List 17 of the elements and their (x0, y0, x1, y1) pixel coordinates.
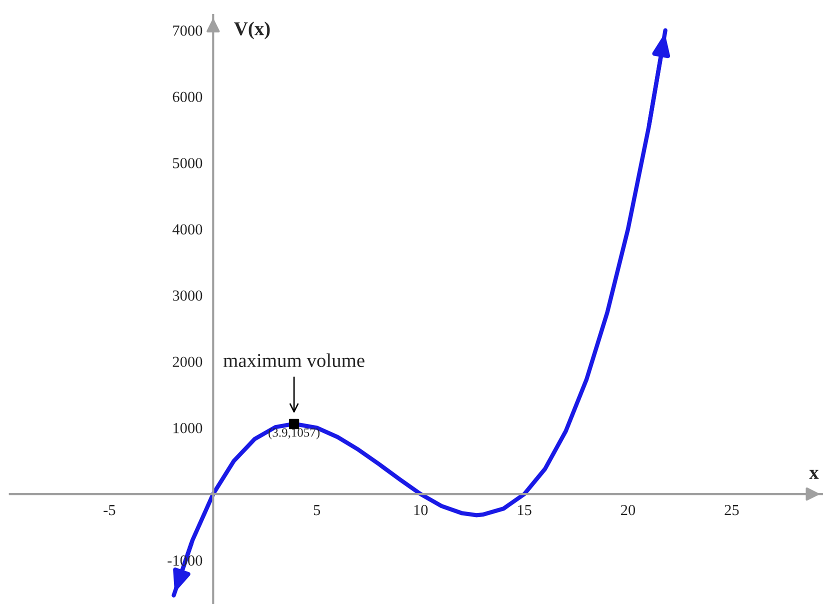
y-tick-label: 4000 (172, 224, 202, 235)
x-tick-label: -5 (104, 505, 116, 516)
annotation: (3.9,1057) (268, 428, 320, 440)
annotation: maximum volume (223, 353, 364, 368)
y-axis-title: V(x) (234, 22, 270, 40)
y-tick-label: 5000 (173, 158, 202, 168)
x-axis-title: x (809, 470, 819, 479)
y-tick-label: 2000 (172, 356, 202, 367)
y-tick-label: 1000 (174, 422, 202, 434)
y-tick-label: 6000 (172, 92, 202, 102)
x-tick-label: 15 (518, 504, 532, 516)
x-tick-label: 20 (621, 504, 636, 516)
x-tick-label: 25 (724, 504, 739, 516)
y-tick-label: 7000 (173, 25, 202, 36)
y-tick-label: 3000 (172, 290, 202, 301)
x-tick-label: 10 (414, 504, 428, 516)
x-tick-label: 5 (314, 505, 320, 516)
